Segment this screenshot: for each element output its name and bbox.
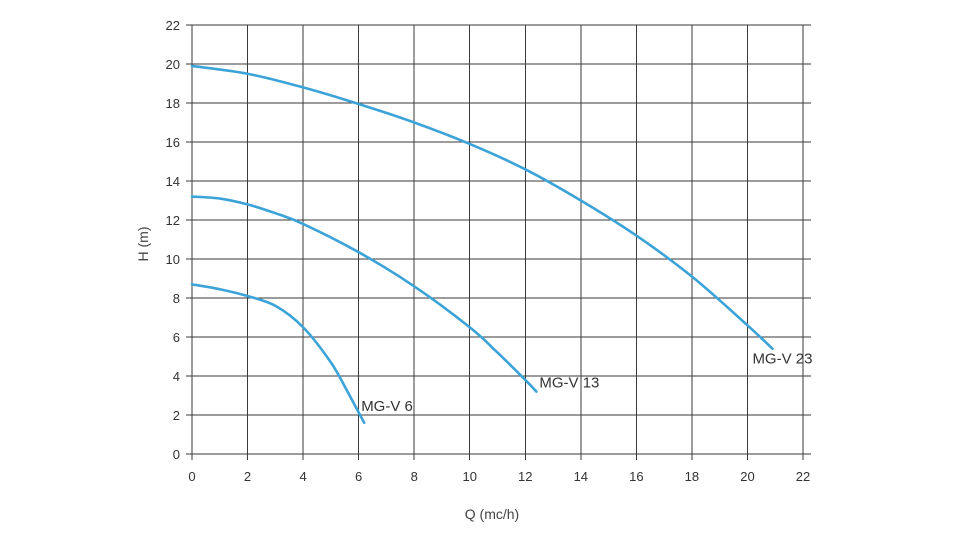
y-tick-label: 4 — [173, 369, 180, 384]
y-tick-label: 10 — [166, 252, 180, 267]
x-tick-label: 22 — [796, 469, 810, 484]
y-tick-label: 6 — [173, 330, 180, 345]
series-line-mg-v-6 — [190, 283, 366, 425]
y-tick-label: 22 — [166, 18, 180, 33]
series-labels: MG-V 6 MG-V 13 MG-V 23 — [361, 351, 812, 415]
y-tick-label: 0 — [173, 447, 180, 462]
x-tick-label: 16 — [629, 469, 643, 484]
y-tick-label: 18 — [166, 96, 180, 111]
x-tick-label: 0 — [188, 469, 195, 484]
x-axis-title: Q (mc/h) — [465, 506, 519, 522]
x-tick-label: 4 — [299, 469, 306, 484]
x-tick-label: 2 — [244, 469, 251, 484]
x-tick-label: 10 — [462, 469, 476, 484]
y-tick-label: 16 — [166, 135, 180, 150]
y-tick-label: 14 — [166, 174, 180, 189]
series-label: MG-V 23 — [752, 351, 812, 368]
y-tick-label: 2 — [173, 408, 180, 423]
x-axis-ticks: 0 2 4 6 8 10 12 14 16 18 20 22 — [188, 469, 810, 484]
y-tick-label: 12 — [166, 213, 180, 228]
x-tick-label: 14 — [574, 469, 588, 484]
x-tick-label: 12 — [518, 469, 532, 484]
y-axis-ticks: 0 2 4 6 8 10 12 14 16 18 20 22 — [166, 18, 180, 462]
x-tick-label: 6 — [355, 469, 362, 484]
x-tick-label: 8 — [411, 469, 418, 484]
x-tick-label: 18 — [685, 469, 699, 484]
series-label: MG-V 13 — [539, 375, 599, 392]
x-tick-label: 20 — [740, 469, 754, 484]
series-curves — [190, 64, 774, 425]
y-tick-label: 20 — [166, 57, 180, 72]
series-line-mg-v-23 — [190, 64, 774, 350]
series-line-mg-v-13 — [190, 195, 538, 393]
y-tick-label: 8 — [173, 291, 180, 306]
series-label: MG-V 6 — [361, 398, 413, 415]
y-axis-title: H (m) — [135, 227, 151, 262]
grid — [186, 24, 811, 460]
